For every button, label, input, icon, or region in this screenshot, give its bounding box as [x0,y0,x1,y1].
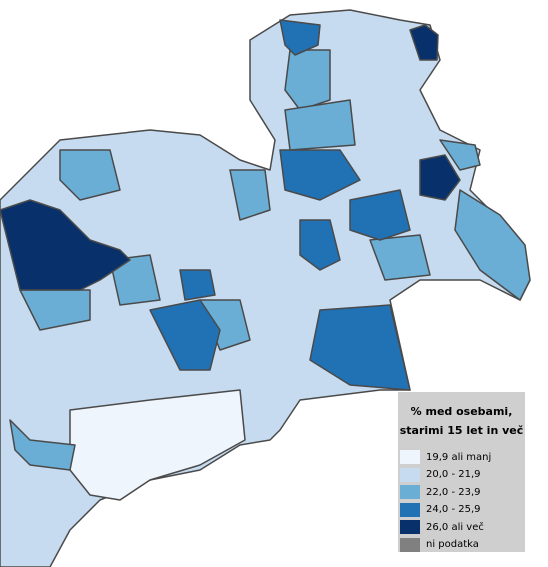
legend-swatch [400,467,420,482]
legend: % med osebami, starimi 15 let in več 19,… [398,392,525,552]
region [69,389,246,501]
region [59,149,121,201]
region [284,99,356,151]
legend-item: ni podatka [400,537,479,552]
region [369,234,431,281]
legend-swatch [400,537,420,552]
region [409,24,439,61]
legend-title-line: % med osebami, [410,405,513,418]
legend-swatch [400,502,420,517]
legend-label: 24,0 - 25,9 [426,504,481,515]
region [0,199,131,291]
region [279,149,361,201]
region [9,419,76,471]
legend-title: % med osebami, starimi 15 let in več [398,402,525,440]
region [109,254,161,306]
region [419,154,461,201]
region [299,219,341,271]
region [179,269,216,301]
region [149,299,221,371]
region [229,169,271,221]
legend-label: 22,0 - 23,9 [426,486,481,498]
legend-label: 19,9 ali manj [426,451,492,463]
legend-label: 20,0 - 21,9 [426,469,481,480]
region [349,189,411,241]
legend-item: 24,0 - 25,9 [400,502,481,517]
legend-label: 26,0 ali več [426,521,484,533]
region [309,304,411,391]
legend-item: 20,0 - 21,9 [400,467,481,482]
legend-swatch [400,485,420,499]
legend-label: ni podatka [426,539,479,550]
legend-title-line: starimi 15 let in več [399,424,524,437]
region [279,19,321,56]
legend-swatch [400,520,420,534]
legend-item: 22,0 - 23,9 [400,485,481,499]
region [439,139,481,171]
region [454,189,531,301]
legend-item: 26,0 ali več [400,520,484,534]
legend-swatch [400,450,420,464]
legend-item: 19,9 ali manj [400,450,491,464]
